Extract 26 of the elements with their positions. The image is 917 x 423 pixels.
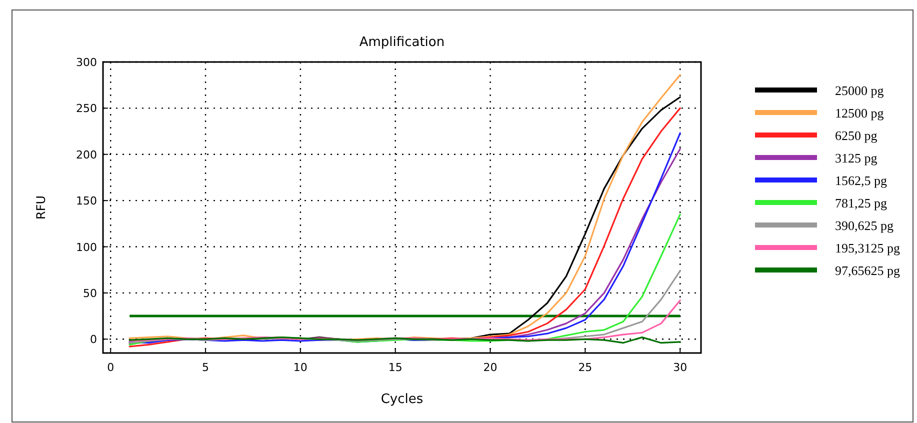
legend-label: 3125 pg bbox=[835, 150, 878, 166]
x-tick-label: 0 bbox=[107, 361, 114, 374]
y-axis-title: RFU bbox=[34, 195, 48, 220]
legend-label: 390,625 pg bbox=[835, 218, 894, 233]
x-tick-label: 10 bbox=[293, 361, 308, 374]
x-tick-label: 15 bbox=[388, 361, 402, 374]
x-tick-label: 20 bbox=[483, 361, 498, 374]
legend-label: 12500 pg bbox=[835, 106, 884, 120]
y-tick-label: 0 bbox=[90, 333, 97, 346]
legend-label: 97,65625 pg bbox=[835, 263, 900, 278]
legend-label: 781,25 pg bbox=[835, 196, 888, 210]
y-tick-label: 250 bbox=[76, 102, 97, 116]
x-tick-label: 25 bbox=[578, 361, 592, 374]
x-tick-label: 30 bbox=[673, 361, 688, 374]
y-tick-label: 300 bbox=[76, 56, 97, 69]
y-tick-label: 50 bbox=[83, 286, 97, 300]
x-axis-title: Cycles bbox=[380, 392, 424, 407]
legend-label: 25000 pg bbox=[835, 83, 884, 98]
legend-label: 195,3125 pg bbox=[835, 240, 900, 256]
y-tick-label: 200 bbox=[76, 148, 97, 162]
x-tick-label: 5 bbox=[202, 361, 210, 374]
y-tick-label: 100 bbox=[76, 240, 97, 254]
legend-label: 1562,5 pg bbox=[835, 173, 888, 188]
y-tick-label: 150 bbox=[76, 194, 97, 208]
chart-title: Amplification bbox=[359, 35, 445, 50]
legend-label: 6250 pg bbox=[835, 128, 878, 143]
